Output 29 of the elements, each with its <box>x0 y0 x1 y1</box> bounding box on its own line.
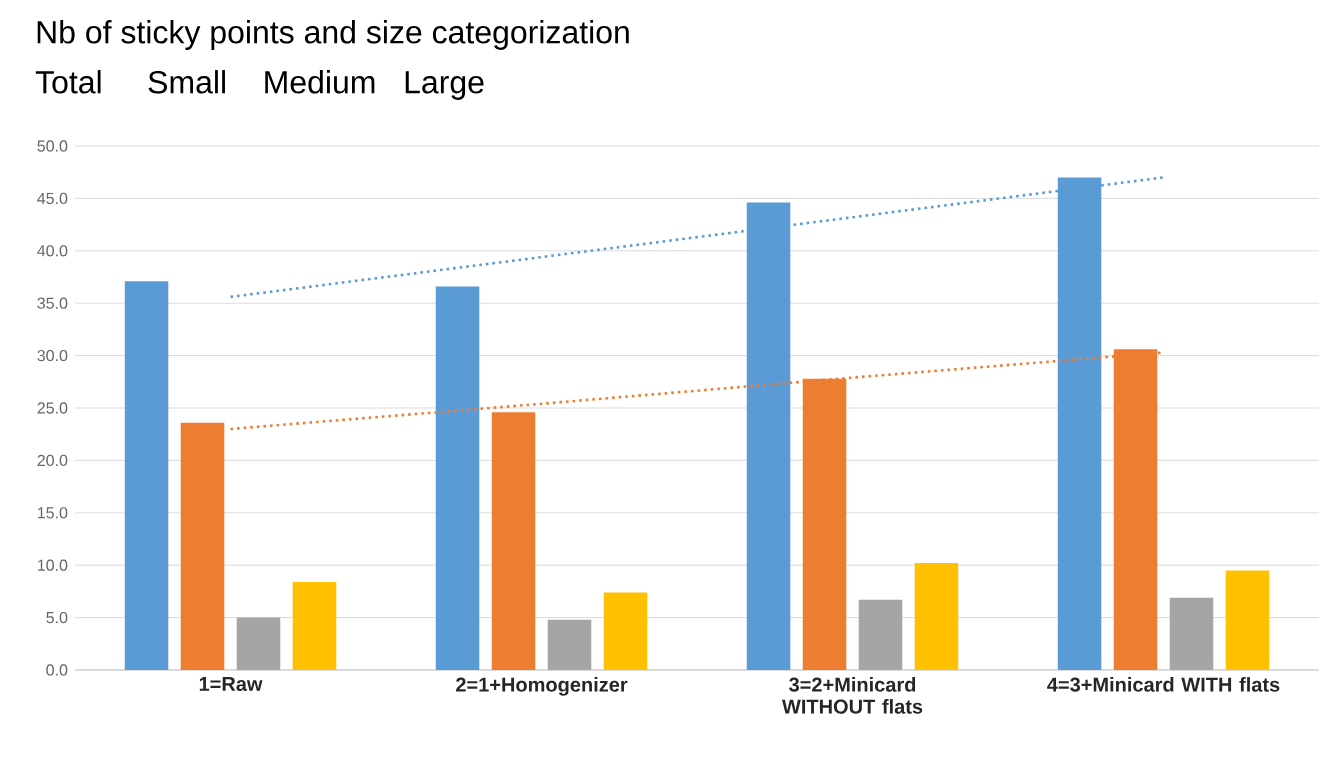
bar <box>435 286 480 670</box>
chart-title: Nb of sticky points and size categorization <box>37 20 629 50</box>
bar <box>124 281 169 670</box>
y-tick-label: 35.0 <box>37 297 68 309</box>
y-tick-label: 20.0 <box>37 454 68 467</box>
y-tick-label: 30.0 <box>37 349 68 362</box>
x-tick-label: 4=3+Minicard WITH flats <box>1047 677 1280 692</box>
bar <box>292 581 337 670</box>
y-tick-label: 40.0 <box>37 245 68 257</box>
y-tick-label: 50.0 <box>37 140 68 152</box>
y-tick-label: 15.0 <box>38 507 68 519</box>
x-tick-label: 1=Raw <box>199 677 263 691</box>
chart-subtitle: Total Small Medium Large <box>35 70 484 100</box>
y-tick-label: 10.0 <box>38 559 68 571</box>
bar <box>491 412 536 670</box>
bar <box>180 422 225 670</box>
bar <box>1169 597 1214 670</box>
x-tick-label: 2=1+Homogenizer <box>456 677 628 696</box>
bar <box>914 563 959 670</box>
y-tick-label: 0.0 <box>46 664 68 676</box>
bar <box>236 617 281 670</box>
bar <box>858 599 903 670</box>
y-tick-label: 25.0 <box>37 402 68 414</box>
x-tick-label: 3=2+Minicard WITHOUT flats <box>781 677 923 714</box>
bar <box>603 592 648 670</box>
bar <box>547 619 592 670</box>
y-tick-label: 5.0 <box>46 611 68 624</box>
bar <box>1225 570 1270 670</box>
y-tick-label: 45.0 <box>37 192 68 205</box>
